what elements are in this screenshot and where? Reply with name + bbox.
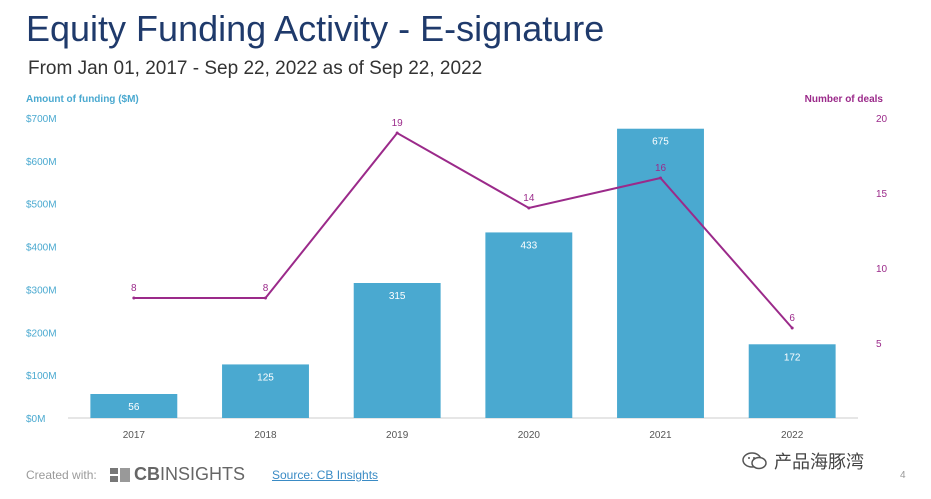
deals-value-label: 14 <box>523 193 535 204</box>
deals-value-label: 8 <box>263 283 269 294</box>
left-tick-label: $700M <box>26 114 57 125</box>
left-tick-label: $0M <box>26 414 45 425</box>
left-tick-label: $400M <box>26 243 57 254</box>
right-tick-label: 15 <box>876 189 888 200</box>
bar <box>353 283 441 418</box>
chart-subtitle: From Jan 01, 2017 - Sep 22, 2022 as of S… <box>28 58 483 79</box>
deals-value-label: 16 <box>655 163 667 174</box>
deals-value-label: 6 <box>789 313 795 324</box>
logo-text-bold: CB <box>134 464 160 484</box>
bar <box>748 344 836 418</box>
bar <box>222 364 309 418</box>
bar-value-label: 315 <box>389 291 406 302</box>
x-tick-label: 2019 <box>386 430 409 441</box>
deals-point <box>790 326 794 330</box>
bar-value-label: 172 <box>784 352 801 363</box>
chart-title: Equity Funding Activity - E-signature <box>26 8 605 49</box>
wechat-icon <box>742 452 767 470</box>
right-tick-label: 20 <box>876 114 888 125</box>
x-tick-label: 2022 <box>781 430 804 441</box>
deals-value-label: 19 <box>392 118 404 129</box>
bar-value-label: 433 <box>520 240 537 251</box>
deals-point <box>395 131 399 135</box>
right-tick-label: 5 <box>876 339 882 350</box>
deals-point <box>132 296 136 300</box>
deals-value-label: 8 <box>131 283 137 294</box>
bar-value-label: 56 <box>128 402 140 413</box>
deals-line <box>133 131 793 329</box>
logo-text-rest: INSIGHTS <box>160 464 246 484</box>
created-with-label: Created with: <box>26 468 97 482</box>
page-number: 4 <box>900 470 906 481</box>
bar-value-label: 125 <box>257 372 274 383</box>
source-link[interactable]: Source: CB Insights <box>272 468 379 482</box>
right-axis-label: Number of deals <box>804 94 883 105</box>
left-tick-label: $100M <box>26 371 57 382</box>
watermark-text: 产品海豚湾 <box>774 452 864 472</box>
x-tick-label: 2018 <box>254 430 277 441</box>
deals-point <box>527 206 531 210</box>
bar-value-label: 675 <box>652 137 669 148</box>
deals-point <box>264 296 267 300</box>
x-tick-label: 2021 <box>649 430 672 441</box>
x-tick-label: 2017 <box>123 430 146 441</box>
cbinsights-logo: CBINSIGHTS <box>110 464 245 485</box>
left-axis-label: Amount of funding ($M) <box>26 94 139 105</box>
left-tick-label: $200M <box>26 328 57 339</box>
x-tick-label: 2020 <box>518 430 541 441</box>
right-tick-label: 10 <box>876 264 888 275</box>
bar <box>90 394 178 418</box>
bar <box>485 232 573 418</box>
watermark: 产品海豚湾 <box>742 448 864 474</box>
left-tick-label: $600M <box>26 157 57 168</box>
left-tick-label: $500M <box>26 200 57 211</box>
cbinsights-logo-icon <box>110 467 130 482</box>
left-tick-label: $300M <box>26 285 57 296</box>
deals-point <box>659 176 662 180</box>
